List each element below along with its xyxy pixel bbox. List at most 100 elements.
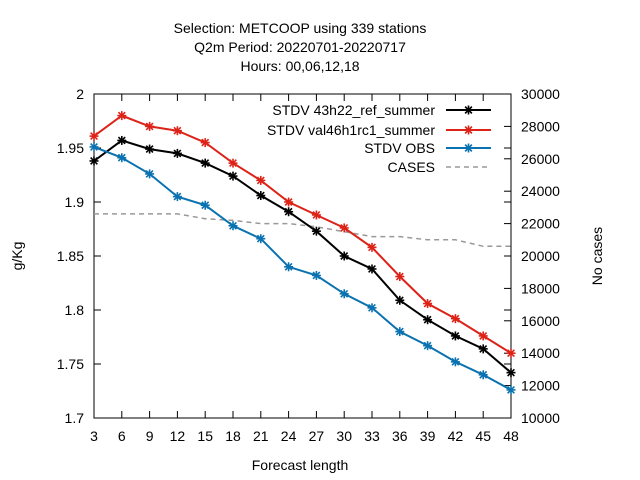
y2-axis-ticks: 10000 12000 14000 16000 18000 20000 22000 24000… <box>504 86 560 426</box>
y2-tick-label: 20000 <box>521 248 560 264</box>
y2-tick-label: 26000 <box>521 151 560 167</box>
x-tick-label: 45 <box>475 428 491 444</box>
x-tick-label: 42 <box>448 428 464 444</box>
legend-marker <box>464 105 473 115</box>
legend: STDV 43h22_ref_summer STDV val46h1rc1_sum… <box>267 102 491 175</box>
x-tick-label: 18 <box>225 428 241 444</box>
data-point <box>311 270 321 280</box>
y-tick-label: 1.85 <box>57 248 84 264</box>
data-point <box>506 348 516 358</box>
legend-item: STDV OBS <box>364 140 491 156</box>
data-point <box>284 262 294 272</box>
x-tick-label: 9 <box>146 428 154 444</box>
data-point <box>172 192 182 202</box>
data-point <box>200 200 210 210</box>
data-point <box>200 158 210 168</box>
x-tick-label: 21 <box>253 428 269 444</box>
y-tick-label: 1.9 <box>65 194 85 210</box>
data-point <box>395 272 405 282</box>
data-point <box>117 153 127 163</box>
x-tick-label: 39 <box>420 428 436 444</box>
legend-label: STDV OBS <box>364 140 435 156</box>
data-point <box>367 303 377 313</box>
data-point <box>89 156 99 166</box>
data-point <box>256 191 266 201</box>
chart-title: Selection: METCOOP using 339 stations Q2… <box>174 20 427 74</box>
data-point <box>478 344 488 354</box>
data-point <box>506 385 516 395</box>
y2-tick-label: 30000 <box>521 86 560 102</box>
legend-label: STDV 43h22_ref_summer <box>272 102 435 118</box>
x-tick-label: 3 <box>90 428 98 444</box>
x-tick-label: 30 <box>336 428 352 444</box>
legend-item: STDV val46h1rc1_summer <box>267 122 491 138</box>
data-point <box>284 207 294 217</box>
y2-tick-label: 16000 <box>521 313 560 329</box>
title-line-1: Selection: METCOOP using 339 stations <box>174 20 427 36</box>
legend-marker <box>464 125 473 135</box>
series-2 <box>89 142 516 395</box>
series-line <box>93 139 512 374</box>
data-point <box>145 121 155 131</box>
y-tick-label: 1.7 <box>65 410 85 426</box>
y-tick-label: 2 <box>76 86 84 102</box>
y-tick-label: 1.8 <box>65 302 85 318</box>
data-point <box>284 197 294 207</box>
series-line <box>93 114 512 355</box>
y2-tick-label: 18000 <box>521 280 560 296</box>
series-3 <box>94 213 511 248</box>
x-axis-ticks: 3 6 9 12 15 18 21 24 27 30 33 36 39 42 45 48 <box>90 94 519 444</box>
legend-item: CASES <box>388 159 491 175</box>
data-point <box>117 135 127 145</box>
title-line-2: Q2m Period: 20220701-20220717 <box>194 39 406 55</box>
data-point <box>423 299 433 309</box>
data-point <box>145 169 155 179</box>
y2-tick-label: 22000 <box>521 216 560 232</box>
data-point <box>311 226 321 236</box>
y2-tick-label: 28000 <box>521 118 560 134</box>
x-tick-label: 27 <box>309 428 325 444</box>
data-point <box>256 175 266 185</box>
y2-tick-label: 10000 <box>521 410 560 426</box>
y2-axis-label: No cases <box>589 227 605 285</box>
title-line-3: Hours: 00,06,12,18 <box>240 58 359 74</box>
series-lines <box>89 111 516 395</box>
data-point <box>145 144 155 154</box>
data-point <box>172 126 182 136</box>
data-point <box>200 138 210 148</box>
data-point <box>395 327 405 337</box>
data-point <box>339 289 349 299</box>
data-point <box>228 171 238 181</box>
data-point <box>117 111 127 121</box>
data-point <box>478 331 488 341</box>
data-point <box>89 142 99 152</box>
legend-label: STDV val46h1rc1_summer <box>267 122 435 138</box>
y-axis-label: g/Kg <box>9 242 25 271</box>
data-point <box>311 210 321 220</box>
plot-area <box>93 93 512 419</box>
data-point <box>339 251 349 261</box>
data-point <box>450 331 460 341</box>
data-point <box>228 158 238 168</box>
data-point <box>506 368 516 378</box>
y2-tick-label: 24000 <box>521 183 560 199</box>
legend-label: CASES <box>388 159 435 175</box>
legend-marker <box>464 143 473 153</box>
series-line <box>93 145 512 391</box>
data-point <box>395 295 405 305</box>
data-point <box>228 221 238 231</box>
y2-tick-label: 12000 <box>521 378 560 394</box>
x-tick-label: 48 <box>503 428 519 444</box>
data-point <box>256 234 266 244</box>
data-point <box>367 264 377 274</box>
series-1 <box>89 111 516 358</box>
x-tick-label: 12 <box>170 428 186 444</box>
data-point <box>478 370 488 380</box>
data-point <box>423 315 433 325</box>
data-point <box>450 357 460 367</box>
data-point <box>172 148 182 158</box>
data-point <box>423 341 433 351</box>
data-point <box>367 242 377 252</box>
